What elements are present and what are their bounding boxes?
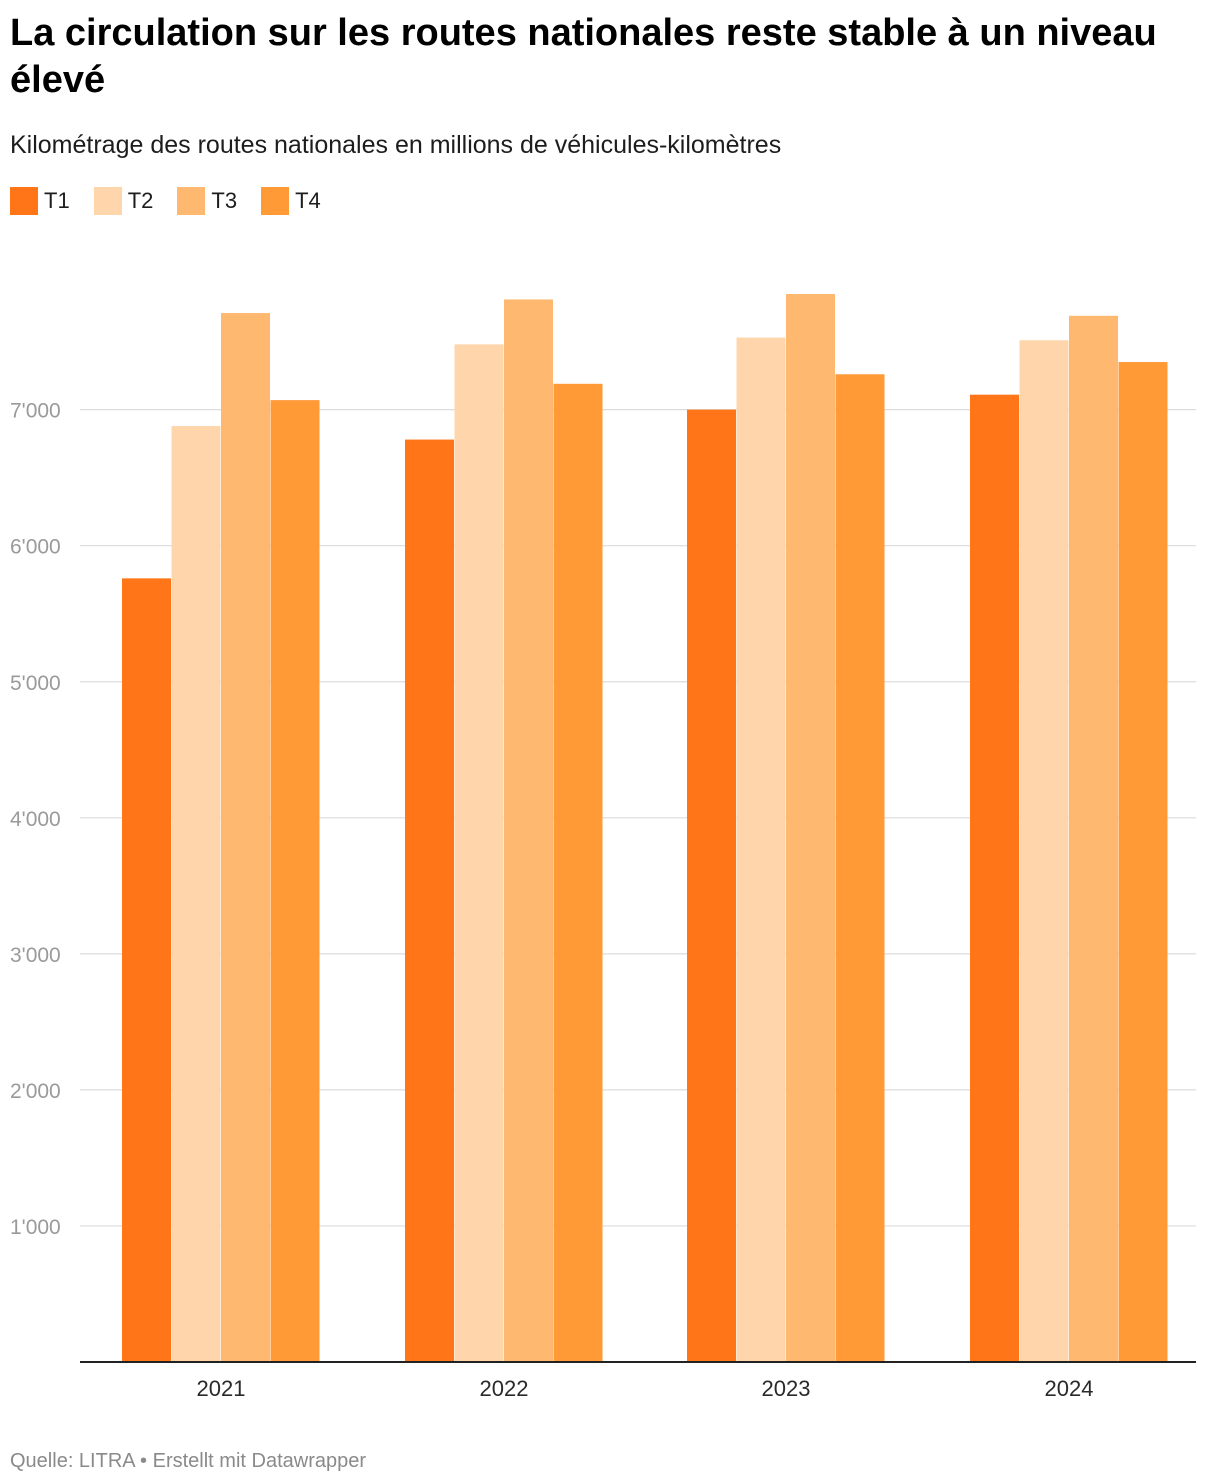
x-category-label: 2023	[762, 1376, 811, 1401]
legend-label-t3: T3	[211, 188, 238, 213]
chart-subtitle: Kilométrage des routes nationales en mil…	[10, 131, 782, 159]
bar-2022-t4	[553, 383, 603, 1362]
legend-label-t1: T1	[44, 188, 70, 213]
x-category-label: 2022	[480, 1376, 529, 1401]
y-tick-label: 7'000	[10, 400, 61, 423]
legend-label-t2: T2	[127, 188, 154, 213]
bar-2021-t1	[122, 578, 171, 1362]
legend-item-t4: T4	[261, 186, 321, 216]
bar-2023-t2	[736, 337, 786, 1363]
source-footer: Quelle: LITRA • Erstellt mit Datawrapper	[10, 1450, 367, 1472]
y-tick-label: 5'000	[10, 672, 61, 695]
legend: T1 T2 T3 T4	[10, 186, 345, 216]
bar-2021-t3	[221, 313, 270, 1363]
x-category-label: 2024	[1045, 1376, 1094, 1401]
y-tick-label: 3'000	[10, 944, 61, 967]
bar-2024-t2	[1019, 340, 1069, 1362]
bar-2024-t1	[970, 394, 1019, 1362]
legend-item-t2: T2	[93, 186, 154, 216]
chart-title: La circulation sur les routes nationales…	[10, 12, 1157, 101]
bar-2023-t1	[687, 409, 736, 1362]
bar-2022-t2	[454, 344, 504, 1362]
x-category-label: 2021	[197, 1376, 246, 1401]
bar-2024-t4	[1118, 362, 1168, 1363]
legend-label-t4: T4	[295, 188, 321, 213]
y-tick-label: 2'000	[10, 1080, 61, 1103]
legend-swatch-t4	[261, 187, 290, 215]
y-tick-label: 4'000	[10, 808, 61, 831]
legend-swatch-t3	[177, 187, 206, 215]
legend-item-t1: T1	[10, 186, 70, 216]
legend-swatch-t2	[93, 187, 122, 215]
bar-2023-t4	[835, 374, 885, 1363]
bar-2024-t3	[1069, 315, 1118, 1362]
bar-2023-t3	[786, 294, 835, 1362]
bar-2022-t1	[405, 439, 454, 1362]
bar-2022-t3	[504, 299, 553, 1363]
legend-swatch-t1	[10, 187, 38, 215]
y-tick-label: 1'000	[10, 1216, 61, 1239]
bar-2021-t2	[171, 425, 221, 1362]
bar-2021-t4	[270, 400, 320, 1363]
y-tick-label: 6'000	[10, 536, 61, 559]
legend-item-t3: T3	[177, 186, 237, 216]
